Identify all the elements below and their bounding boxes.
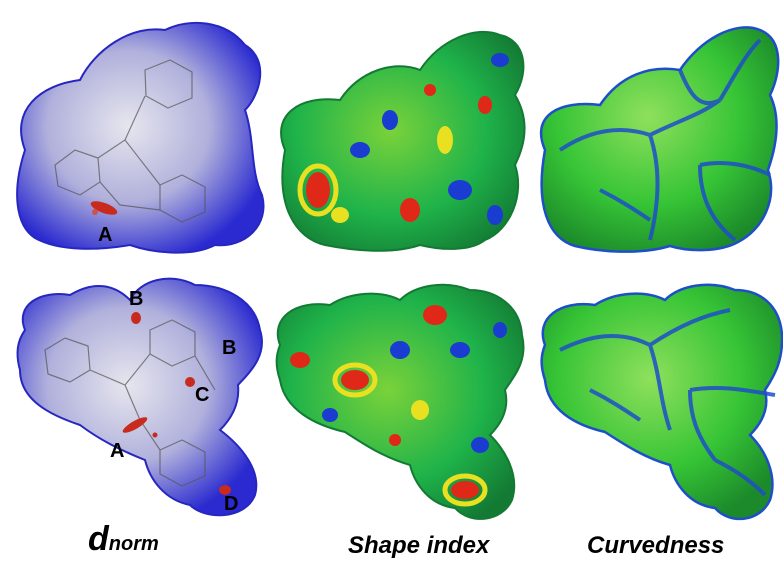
shape-index-surface-bottom [275,283,525,520]
dnorm-surface-bottom [16,277,263,517]
contact-label-A-top: A [98,224,113,246]
contact-label-D: D [224,493,239,515]
shape-index-patches-bottom [290,305,507,507]
contact-label-B-1: B [129,288,144,310]
curvedness-surface-top [539,26,780,253]
contact-label-A-bottom: A [110,440,125,462]
caption-dnorm-main: d [88,520,109,558]
caption-shape-index: Shape index [348,532,490,559]
caption-curvedness: Curvedness [587,532,725,559]
shape-index-surface-top [280,30,526,252]
contact-label-B-2: B [222,337,237,359]
contact-label-C: C [195,384,210,406]
caption-dnorm-sub: norm [108,533,159,555]
curvedness-surface-bottom [540,283,783,521]
shape-index-patches-top [297,53,509,225]
dnorm-surface-top [16,21,265,254]
caption-dnorm: dnorm [88,520,159,559]
